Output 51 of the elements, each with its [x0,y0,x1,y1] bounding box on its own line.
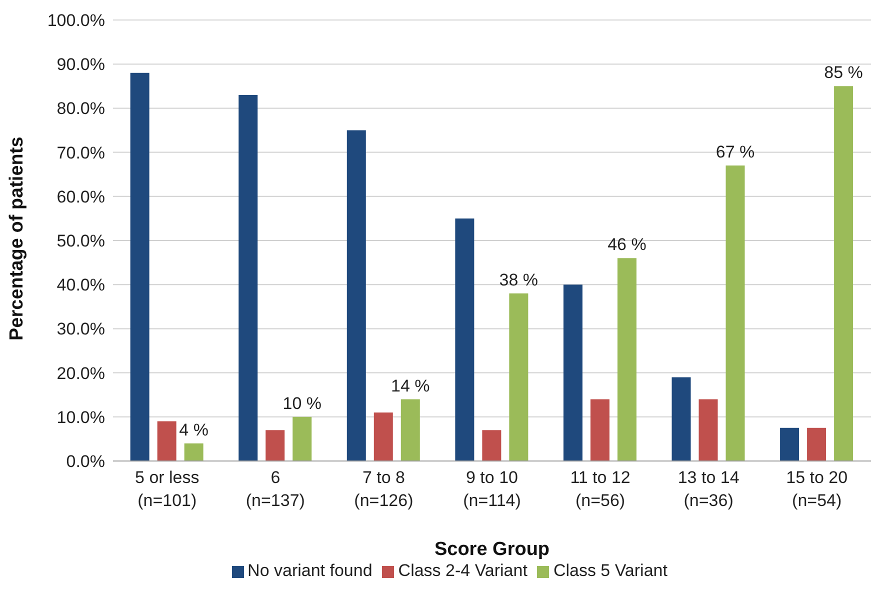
bar [455,218,474,461]
x-tick-label: 7 to 8 (n=126) [354,468,414,510]
y-tick-label: 80.0% [56,99,105,118]
x-tick-label: 13 to 14 (n=36) [678,468,740,510]
bar [482,430,502,461]
bar [238,94,258,461]
bar [184,443,204,461]
bar [400,399,420,461]
data-label: 4 % [179,420,208,440]
y-tick-label: 60.0% [56,187,105,206]
x-tick-label: 5 or less (n=101) [135,468,200,510]
y-tick-label: 50.0% [56,232,105,251]
bar [807,428,826,461]
bar [672,377,691,461]
y-axis-title: Percentage of patients [6,136,28,340]
bar [509,293,528,461]
bar [292,416,312,461]
y-tick-label: 30.0% [56,320,105,339]
bar [157,421,176,461]
data-label: 46 % [608,235,646,254]
y-tick-label: 10.0% [56,408,105,427]
data-label: 10 % [282,394,322,413]
legend-label: Class 5 Variant [553,561,668,580]
data-label: 38 % [499,270,538,290]
legend-label: Class 2-4 Variant [398,561,528,580]
x-axis-title: Score Group [434,539,550,560]
y-tick-label: 40.0% [56,276,105,295]
bar [374,412,393,461]
bar [563,284,582,461]
bar [726,166,745,461]
bar [130,72,150,461]
y-tick-label: 70.0% [56,143,105,162]
data-label: 14 % [391,376,430,396]
y-tick-label: 0.0% [66,452,105,472]
bar [617,258,636,461]
legend-label: No variant found [248,561,372,580]
y-tick-label: 90.0% [56,55,105,74]
x-tick-label: 15 to 20 (n=54) [786,468,848,510]
y-tick-label: 100.0% [47,11,105,30]
x-tick-label: 6 (n=137) [246,468,305,510]
data-label: 85 % [824,63,863,82]
bar [590,399,610,461]
bar [780,428,800,461]
bar [834,86,854,461]
x-tick-label: 11 to 12 (n=56) [570,468,630,510]
y-tick-label: 20.0% [56,364,105,383]
x-tick-label: 9 to 10 (n=114) [463,468,521,510]
bar [266,430,285,461]
data-label: 67 % [716,142,755,162]
bar [346,130,366,461]
bar [698,399,718,461]
